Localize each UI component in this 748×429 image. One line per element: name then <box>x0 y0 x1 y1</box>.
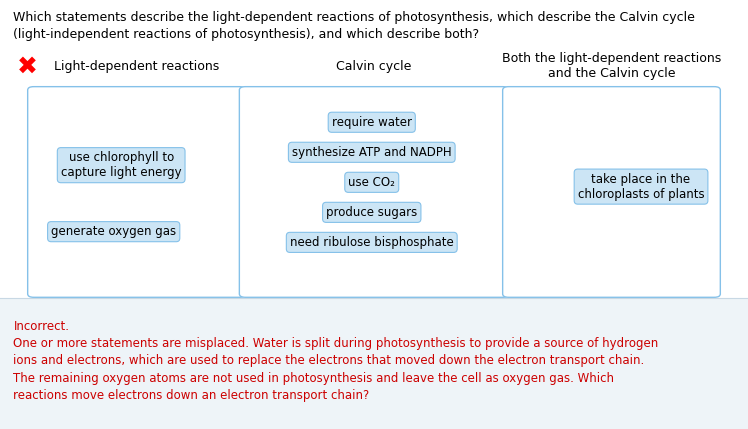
Text: Calvin cycle: Calvin cycle <box>337 60 411 73</box>
Text: synthesize ATP and NADPH: synthesize ATP and NADPH <box>292 146 452 159</box>
Text: Incorrect.: Incorrect. <box>13 320 70 332</box>
FancyBboxPatch shape <box>239 87 509 297</box>
Text: produce sugars: produce sugars <box>326 206 417 219</box>
Text: generate oxygen gas: generate oxygen gas <box>51 225 177 238</box>
Text: One or more statements are misplaced. Water is split during photosynthesis to pr: One or more statements are misplaced. Wa… <box>13 337 659 402</box>
Text: need ribulose bisphosphate: need ribulose bisphosphate <box>290 236 453 249</box>
Text: Which statements describe the light-dependent reactions of photosynthesis, which: Which statements describe the light-depe… <box>13 11 696 41</box>
Text: Both the light-dependent reactions
and the Calvin cycle: Both the light-dependent reactions and t… <box>502 52 722 81</box>
Text: require water: require water <box>332 116 411 129</box>
FancyBboxPatch shape <box>503 87 720 297</box>
FancyBboxPatch shape <box>28 87 245 297</box>
Text: Light-dependent reactions: Light-dependent reactions <box>55 60 219 73</box>
Text: use CO₂: use CO₂ <box>349 176 395 189</box>
Text: take place in the
chloroplasts of plants: take place in the chloroplasts of plants <box>577 172 705 201</box>
Text: use chlorophyll to
capture light energy: use chlorophyll to capture light energy <box>61 151 182 179</box>
Text: ✖: ✖ <box>16 54 37 79</box>
FancyBboxPatch shape <box>0 298 748 429</box>
